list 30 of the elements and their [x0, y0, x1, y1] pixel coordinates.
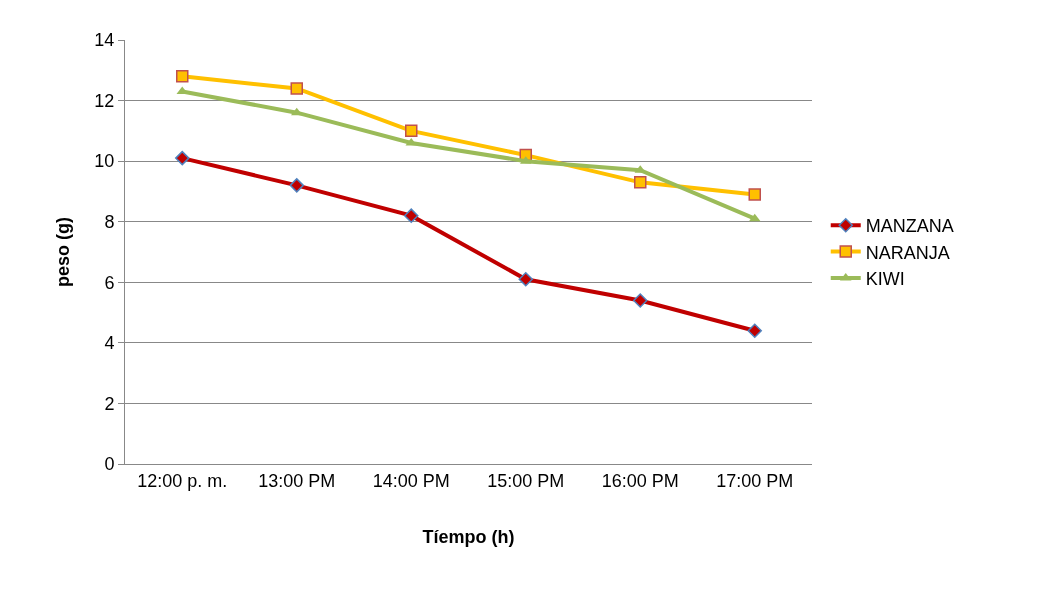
y-tick-label: 12 [94, 90, 115, 111]
y-tick-label: 6 [104, 272, 115, 293]
point [405, 124, 418, 138]
x-tick-label: 13:00 PM [258, 470, 336, 491]
y-tick-label: 14 [94, 30, 115, 51]
y-tick-label: 4 [104, 333, 115, 354]
point [176, 70, 189, 83]
x-tick-label: 14:00 PM [372, 470, 450, 491]
legend-label: NARANJA [865, 242, 950, 263]
y-tick-label: 10 [94, 151, 115, 172]
point [748, 188, 761, 201]
point [289, 178, 304, 193]
point [633, 293, 648, 308]
x-tick-label: 17:00 PM [716, 470, 794, 491]
legend-label: KIWI [865, 269, 905, 290]
y-tick-label: 2 [104, 393, 115, 414]
x-tick-label: 15:00 PM [487, 470, 565, 491]
point [290, 82, 303, 95]
x-tick-label: 16:00 PM [601, 470, 679, 491]
point [404, 208, 419, 223]
y-tick-label: 8 [104, 212, 115, 233]
legend-label: MANZANA [865, 216, 954, 237]
point [175, 150, 190, 166]
y-axis-title: peso (g) [52, 217, 73, 287]
x-tick-label: 12:00 p. m. [137, 470, 228, 491]
x-axis-title: Tíempo (h) [422, 526, 515, 547]
point [634, 176, 647, 189]
point [518, 272, 533, 287]
y-tick-label: 0 [104, 454, 115, 475]
point [747, 323, 762, 338]
